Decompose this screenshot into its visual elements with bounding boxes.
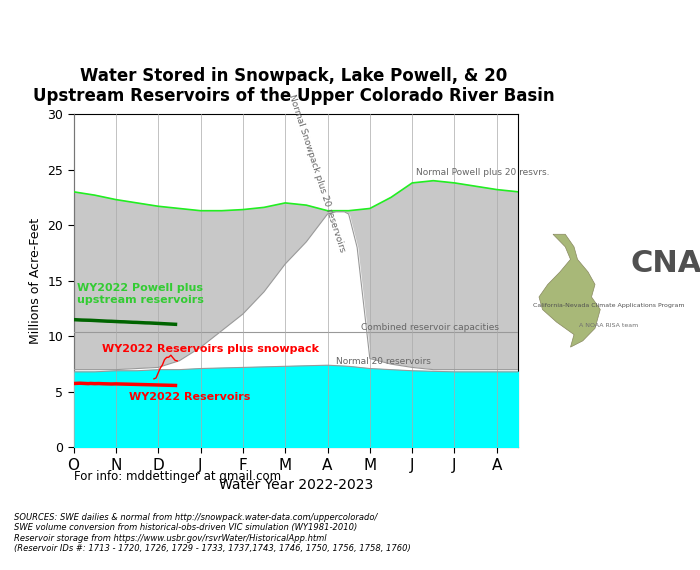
Text: California-Nevada Climate Applications Program: California-Nevada Climate Applications P…: [533, 303, 685, 308]
Text: For info: mddettinger at gmail.com: For info: mddettinger at gmail.com: [74, 470, 281, 483]
Text: SOURCES: SWE dailies & normal from http://snowpack.water-data.com/uppercolorado/: SOURCES: SWE dailies & normal from http:…: [14, 513, 411, 553]
Text: Water Stored in Snowpack, Lake Powell, & 20
Upstream Reservoirs of the Upper Col: Water Stored in Snowpack, Lake Powell, &…: [33, 67, 555, 105]
Text: Normal 20 reservoirs: Normal 20 reservoirs: [336, 357, 430, 366]
Text: Normal Powell plus 20 resvrs.: Normal Powell plus 20 resvrs.: [416, 168, 550, 177]
Text: WY2022 Powell plus
upstream reservoirs: WY2022 Powell plus upstream reservoirs: [77, 283, 204, 304]
PathPatch shape: [539, 234, 601, 347]
Text: WY2022 Reservoirs: WY2022 Reservoirs: [129, 392, 250, 402]
Y-axis label: Millions of Acre-Feet: Millions of Acre-Feet: [29, 218, 42, 344]
Text: Normal Snowpack plus 20 reservoirs: Normal Snowpack plus 20 reservoirs: [287, 93, 346, 253]
Text: Combined reservoir capacities: Combined reservoir capacities: [361, 323, 499, 332]
Text: A NOAA RISA team: A NOAA RISA team: [580, 323, 638, 328]
X-axis label: Water Year 2022-2023: Water Year 2022-2023: [218, 478, 373, 492]
Text: WY2022 Reservoirs plus snowpack: WY2022 Reservoirs plus snowpack: [102, 344, 319, 354]
Text: CNAP: CNAP: [630, 249, 700, 278]
